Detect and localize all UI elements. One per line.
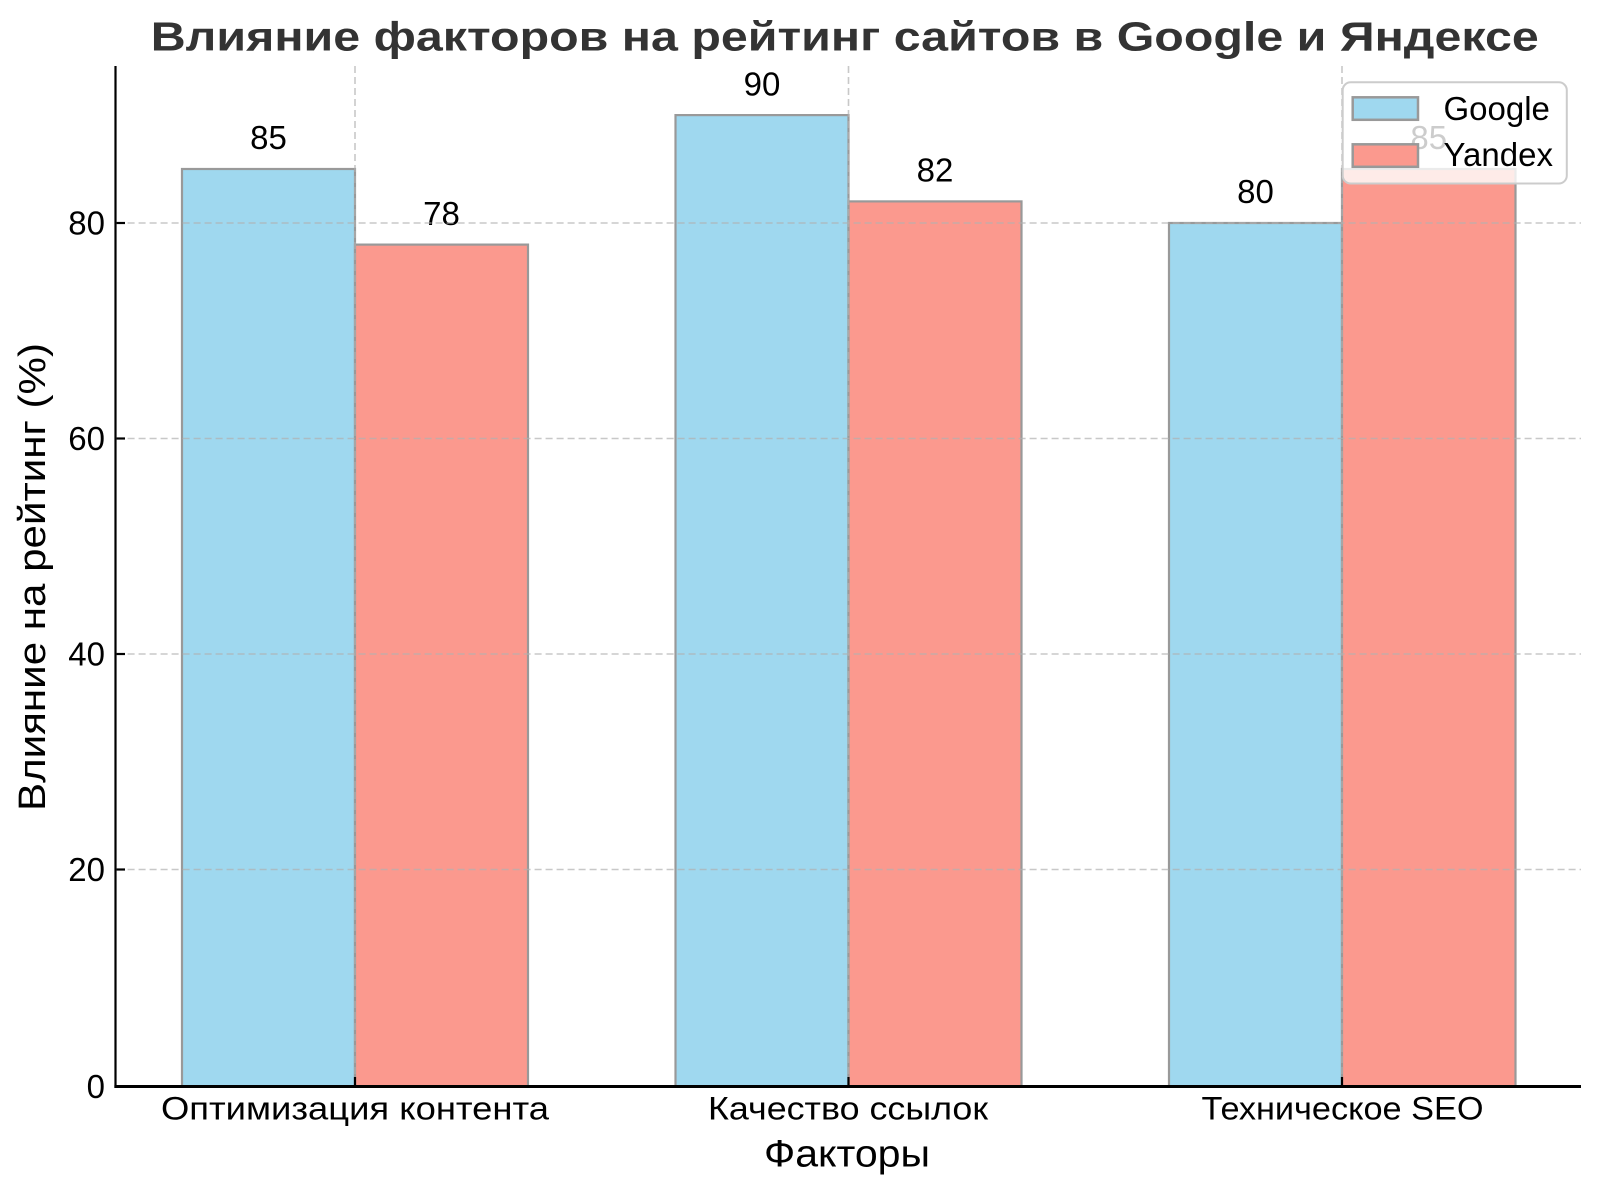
svg-text:0: 0 [87, 1068, 105, 1105]
svg-text:90: 90 [744, 65, 781, 102]
svg-text:Техническое SEO: Техническое SEO [1202, 1091, 1484, 1127]
svg-text:20: 20 [68, 851, 105, 888]
svg-text:Влияние на рейтинг (%): Влияние на рейтинг (%) [12, 343, 54, 811]
svg-text:78: 78 [423, 195, 460, 232]
svg-text:40: 40 [68, 636, 105, 673]
svg-text:Влияние факторов на рейтинг са: Влияние факторов на рейтинг сайтов в Goo… [151, 13, 1539, 59]
svg-text:80: 80 [68, 205, 105, 242]
svg-text:Google: Google [1444, 90, 1550, 127]
svg-text:80: 80 [1237, 173, 1274, 210]
svg-text:60: 60 [68, 420, 105, 457]
svg-text:85: 85 [250, 119, 287, 156]
svg-text:Yandex: Yandex [1444, 136, 1554, 173]
svg-text:Факторы: Факторы [764, 1134, 930, 1176]
svg-text:Оптимизация контента: Оптимизация контента [161, 1091, 549, 1127]
svg-text:Качество ссылок: Качество ссылок [708, 1091, 989, 1127]
svg-text:82: 82 [917, 152, 954, 189]
